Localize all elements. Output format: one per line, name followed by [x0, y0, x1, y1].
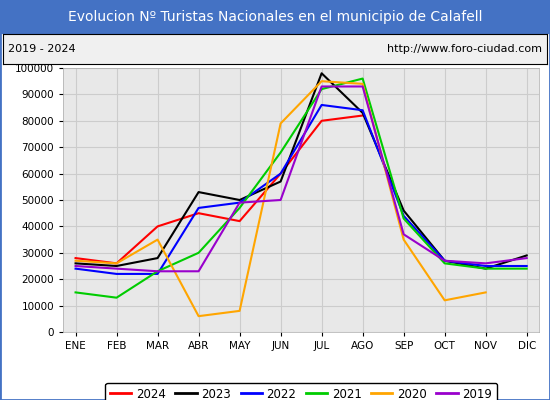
Text: Evolucion Nº Turistas Nacionales en el municipio de Calafell: Evolucion Nº Turistas Nacionales en el m…: [68, 10, 482, 24]
Legend: 2024, 2023, 2022, 2021, 2020, 2019: 2024, 2023, 2022, 2021, 2020, 2019: [106, 383, 497, 400]
Text: http://www.foro-ciudad.com: http://www.foro-ciudad.com: [387, 44, 542, 54]
Text: 2019 - 2024: 2019 - 2024: [8, 44, 76, 54]
